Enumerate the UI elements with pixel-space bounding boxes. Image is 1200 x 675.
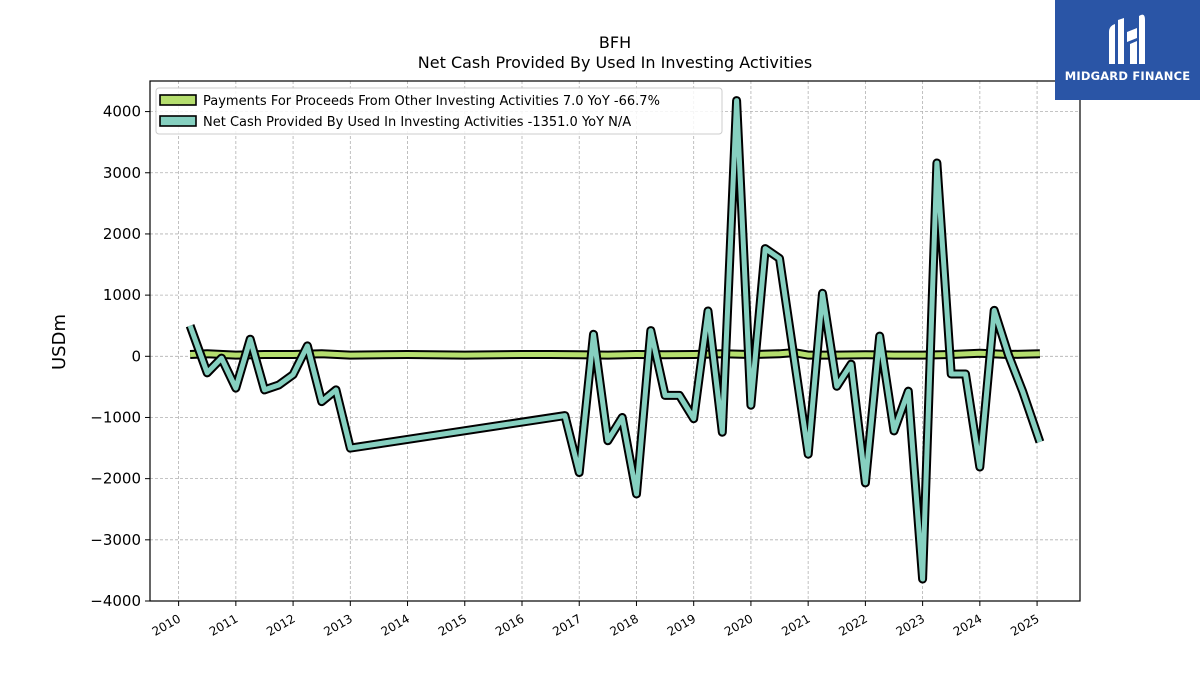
chart-subtitle: Net Cash Provided By Used In Investing A… — [418, 53, 812, 72]
legend-swatch-2 — [159, 115, 197, 127]
x-tick-label: 2024 — [951, 611, 984, 638]
legend-swatch-1 — [159, 94, 197, 106]
x-tick-label: 2019 — [665, 611, 698, 638]
legend-box — [155, 87, 723, 135]
x-tick-label: 2010 — [150, 611, 183, 638]
x-tick-label: 2011 — [207, 611, 240, 638]
y-tick-label: 1000 — [103, 286, 141, 304]
x-tick-label: 2016 — [493, 611, 526, 638]
y-tick-label: 3000 — [103, 164, 141, 182]
x-tick-label: 2025 — [1008, 611, 1041, 638]
x-tick-label: 2012 — [264, 611, 297, 638]
axis-ticks: 2010 2011 2012 2013 2014 2015 2016 2017 2018 2019… — [90, 103, 1041, 639]
y-tick-label: −2000 — [90, 470, 141, 488]
legend: Payments For Proceeds From Other Investi… — [155, 87, 723, 135]
x-tick-label: 2017 — [550, 611, 583, 638]
y-tick-label: 0 — [131, 347, 141, 365]
plot-frame — [149, 80, 1081, 602]
x-tick-label: 2021 — [779, 611, 812, 638]
x-tick-label: 2022 — [836, 611, 869, 638]
x-tick-label: 2020 — [722, 611, 755, 638]
series-outline-2 — [185, 96, 1045, 584]
series-line-1 — [189, 350, 1040, 358]
x-tick-label: 2015 — [436, 611, 469, 638]
y-tick-label: 4000 — [103, 103, 141, 121]
x-tick-label: 2023 — [894, 611, 927, 638]
x-tick-label: 2013 — [321, 611, 354, 638]
y-tick-label: 2000 — [103, 225, 141, 243]
x-tick-label: 2014 — [379, 611, 412, 638]
midgard-logo-icon — [1109, 14, 1145, 65]
y-tick-label: −3000 — [90, 531, 141, 549]
legend-label-2: Net Cash Provided By Used In Investing A… — [203, 115, 631, 130]
y-tick-label: −1000 — [90, 408, 141, 426]
series-line-2 — [187, 98, 1043, 582]
brand-name: MIDGARD FINANCE — [1064, 69, 1191, 83]
legend-label-1: Payments For Proceeds From Other Investi… — [203, 94, 660, 109]
y-tick-label: −4000 — [90, 592, 141, 610]
chart-title: BFH — [599, 33, 631, 52]
x-tick-label: 2018 — [608, 611, 641, 638]
y-axis-label: USDm — [49, 314, 70, 370]
series-layer — [185, 96, 1045, 584]
gridlines — [150, 81, 1080, 602]
brand-logo: MIDGARD FINANCE — [1055, 0, 1200, 100]
